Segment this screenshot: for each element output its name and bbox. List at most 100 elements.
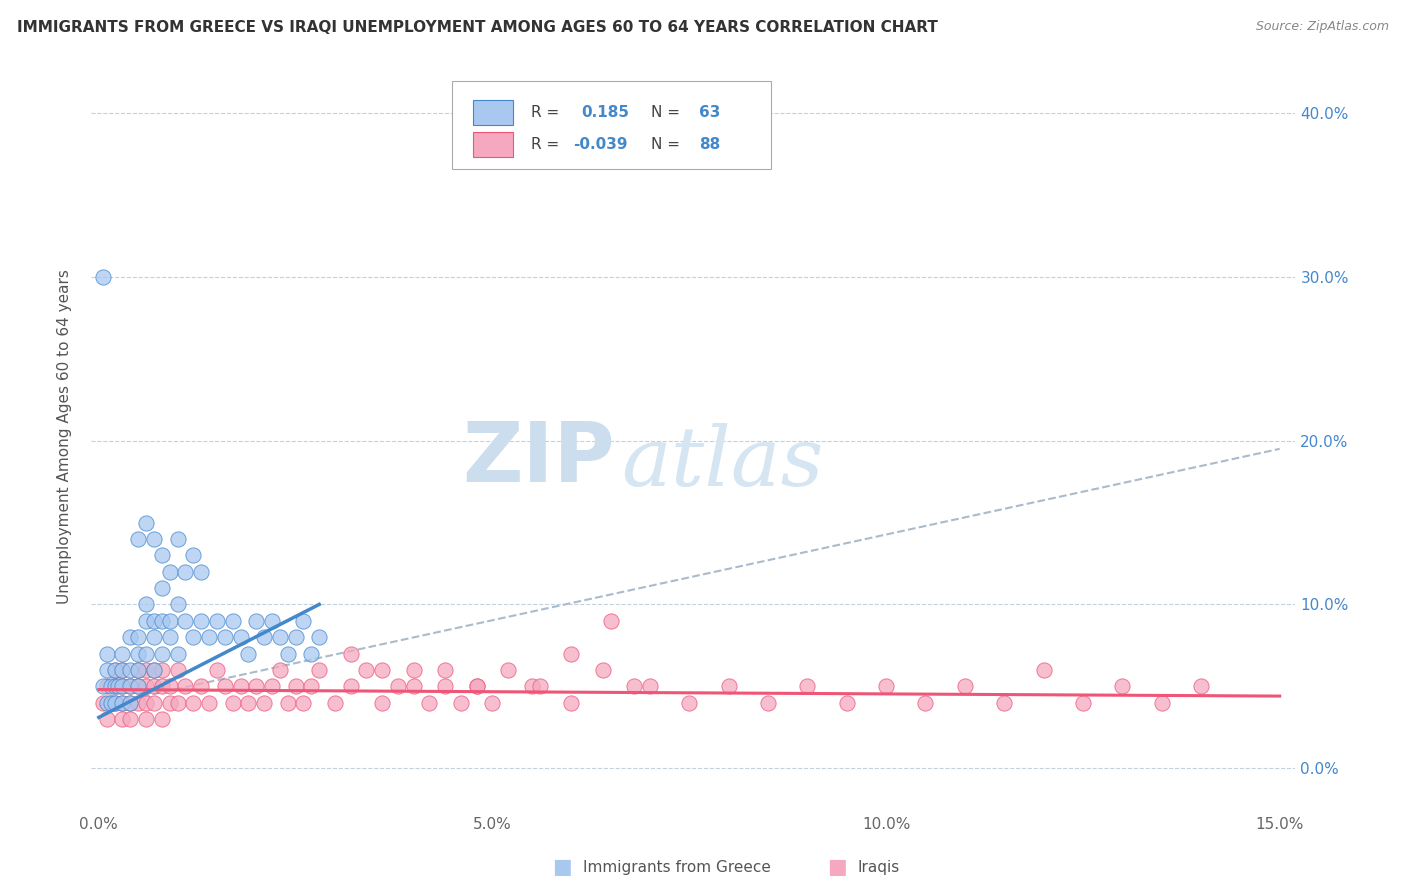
Point [245,614,267,628]
Point [174,565,197,579]
Point [150,549,173,563]
Point [103,663,125,677]
Point [529,679,551,693]
Point [100,696,122,710]
Text: Immigrants from Greece: Immigrants from Greece [583,860,772,874]
Point [142,679,165,693]
Point [623,679,645,693]
Point [135,647,157,661]
Text: ■: ■ [827,857,846,877]
Point [418,696,440,710]
Point [299,647,322,661]
Point [142,630,165,644]
Point [434,679,457,693]
Point [166,663,188,677]
Text: atlas: atlas [621,423,824,502]
Point [638,679,661,693]
Point [120,679,142,693]
Point [560,647,582,661]
Point [402,663,425,677]
Text: 0.185: 0.185 [581,105,628,120]
Point [678,696,700,710]
Point [111,696,134,710]
Point [198,696,221,710]
FancyBboxPatch shape [472,132,513,157]
Point [260,679,283,693]
Text: N =: N = [651,105,681,120]
Point [214,630,236,644]
Point [592,663,614,677]
Point [111,663,134,677]
Point [135,598,157,612]
Point [150,712,173,726]
Point [127,630,149,644]
Point [166,532,188,546]
Point [120,712,142,726]
Y-axis label: Unemployment Among Ages 60 to 64 years: Unemployment Among Ages 60 to 64 years [58,269,72,604]
Text: IMMIGRANTS FROM GREECE VS IRAQI UNEMPLOYMENT AMONG AGES 60 TO 64 YEARS CORRELATI: IMMIGRANTS FROM GREECE VS IRAQI UNEMPLOY… [17,20,938,35]
Point [150,581,173,595]
Point [796,679,818,693]
Point [292,696,315,710]
FancyBboxPatch shape [453,81,772,169]
Point [127,663,149,677]
Point [245,679,267,693]
Point [142,696,165,710]
Point [103,679,125,693]
Text: ■: ■ [553,857,572,877]
Point [198,630,221,644]
Point [150,614,173,628]
Point [205,614,228,628]
Point [120,696,142,710]
Point [323,696,346,710]
Point [142,614,165,628]
Point [96,647,118,661]
Text: R =: R = [530,105,558,120]
Point [339,647,361,661]
Point [103,663,125,677]
Point [214,679,236,693]
Point [142,663,165,677]
Point [91,696,114,710]
Point [120,663,142,677]
Point [127,679,149,693]
Point [103,696,125,710]
Point [135,712,157,726]
Point [277,696,299,710]
Point [111,679,134,693]
Point [135,516,157,530]
Point [174,679,197,693]
Point [181,549,204,563]
Point [269,630,291,644]
Text: R =: R = [530,137,558,152]
Point [875,679,897,693]
Point [371,663,394,677]
Point [269,663,291,677]
Point [1111,679,1133,693]
Point [277,647,299,661]
Point [1071,696,1094,710]
Point [127,679,149,693]
Point [221,614,243,628]
Point [260,614,283,628]
Point [91,269,114,284]
Point [993,696,1015,710]
Point [434,663,457,677]
Point [1150,696,1173,710]
Point [190,679,212,693]
Point [253,696,276,710]
Point [159,679,181,693]
Point [103,696,125,710]
Point [465,679,488,693]
Point [150,647,173,661]
Point [107,679,129,693]
Point [159,565,181,579]
Point [229,679,252,693]
Point [150,679,173,693]
Text: Iraqis: Iraqis [858,860,900,874]
Point [159,614,181,628]
Point [181,696,204,710]
Point [120,696,142,710]
Point [111,696,134,710]
Text: -0.039: -0.039 [572,137,627,152]
